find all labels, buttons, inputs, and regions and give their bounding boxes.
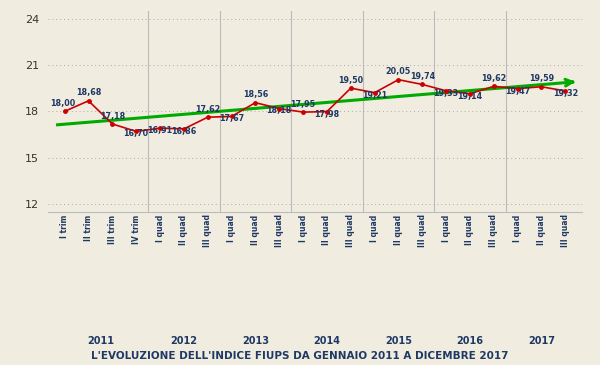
Text: 2015: 2015: [385, 336, 412, 346]
Text: 18,68: 18,68: [76, 88, 101, 97]
Text: 16,91: 16,91: [148, 126, 173, 135]
Text: L'EVOLUZIONE DELL'INDICE FIUPS DA GENNAIO 2011 A DICEMBRE 2017: L'EVOLUZIONE DELL'INDICE FIUPS DA GENNAI…: [91, 351, 509, 361]
Text: 2014: 2014: [313, 336, 340, 346]
Text: 17,18: 17,18: [100, 112, 125, 120]
Text: 19,74: 19,74: [410, 72, 435, 81]
Text: 19,14: 19,14: [457, 92, 482, 101]
Text: 16,70: 16,70: [124, 129, 149, 138]
Text: 2016: 2016: [457, 336, 484, 346]
Text: 17,95: 17,95: [290, 100, 316, 109]
Text: 18,00: 18,00: [50, 99, 75, 108]
Text: 19,47: 19,47: [505, 87, 530, 96]
Text: 20,05: 20,05: [386, 67, 411, 76]
Text: 2012: 2012: [170, 336, 197, 346]
Text: 19,33: 19,33: [434, 89, 458, 98]
Text: 2011: 2011: [87, 336, 114, 346]
Text: 16,86: 16,86: [171, 127, 197, 136]
Text: 19,21: 19,21: [362, 91, 387, 100]
Text: 17,62: 17,62: [195, 105, 220, 114]
Text: 19,32: 19,32: [553, 89, 578, 98]
Text: 17,67: 17,67: [219, 114, 244, 123]
Text: 2013: 2013: [242, 336, 269, 346]
Text: 19,50: 19,50: [338, 76, 364, 85]
Text: 2017: 2017: [528, 336, 555, 346]
Text: 18,56: 18,56: [243, 90, 268, 99]
Text: 19,62: 19,62: [481, 74, 506, 83]
Text: 17,98: 17,98: [314, 110, 340, 119]
Text: 19,59: 19,59: [529, 74, 554, 83]
Text: 18,18: 18,18: [266, 107, 292, 115]
